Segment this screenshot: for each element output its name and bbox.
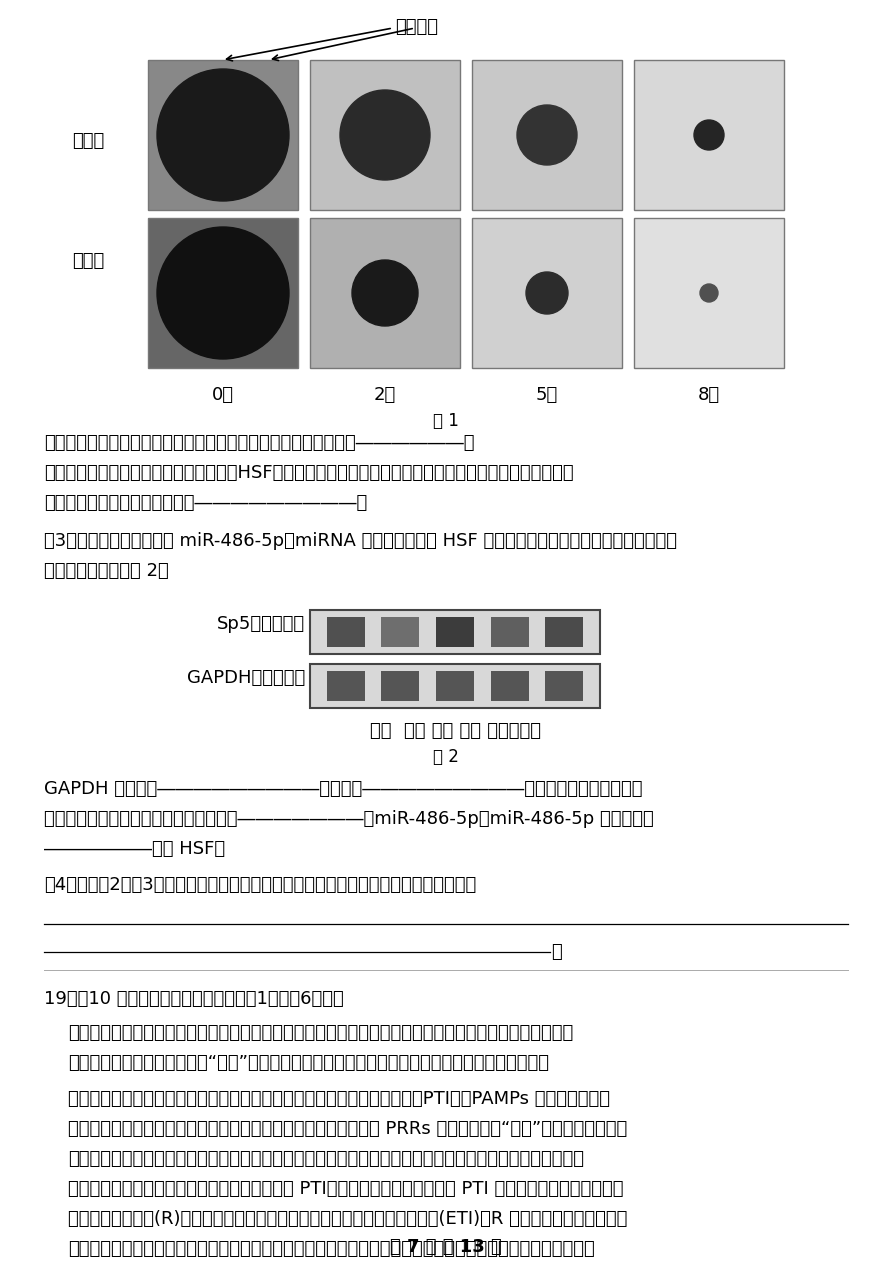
- Text: 皮肤创面: 皮肤创面: [395, 18, 438, 37]
- Bar: [148, 218, 298, 369]
- Bar: [310, 664, 600, 708]
- Ellipse shape: [157, 227, 289, 358]
- Text: 结果显示来源于脂肪干细胞的外泌体可促进皮肤创面愈合，依据是――――――。: 结果显示来源于脂肪干细胞的外泌体可促进皮肤创面愈合，依据是――――――。: [44, 434, 475, 452]
- Text: 下游防卫基因的表达，启动一系列的防卫反应，最终导致侵染位点宿主细胞的程序性死亡等，从而抑制病原体的: 下游防卫基因的表达，启动一系列的防卫反应，最终导致侵染位点宿主细胞的程序性死亡等…: [68, 1241, 595, 1258]
- Text: 必需的一些分子（进化上保守），植物通过细胞膜表面的识别受体 PRRs 将它们识别为“非我”成分，做出适当的: 必需的一些分子（进化上保守），植物通过细胞膜表面的识别受体 PRRs 将它们识别…: [68, 1119, 627, 1138]
- Ellipse shape: [352, 260, 418, 326]
- Bar: [436, 617, 474, 647]
- Text: 19．（10 分）阅读下面的材料，回答（1）～（6）题。: 19．（10 分）阅读下面的材料，回答（1）～（6）题。: [44, 989, 343, 1008]
- Text: 图 1: 图 1: [433, 411, 459, 430]
- Bar: [326, 671, 365, 700]
- Text: 植物病原体（细菌、病毒等）是引起植物病害的生物类因子统称。植物在与病原体长期共同进化过程中，逐: 植物病原体（细菌、病毒等）是引起植物病害的生物类因子统称。植物在与病原体长期共同…: [68, 1023, 574, 1042]
- Text: 8天: 8天: [698, 386, 720, 404]
- Bar: [491, 671, 529, 700]
- Text: 进行实验，结果如图 2。: 进行实验，结果如图 2。: [44, 562, 169, 581]
- Text: GAPDH蛋白表达量: GAPDH蛋白表达量: [186, 669, 305, 687]
- Text: 2天: 2天: [374, 386, 396, 404]
- Text: （3）研究证实外泌体内的 miR-486-5p（miRNA 的一种）会影响 HSF 的迁移增殖。为探究其作用机制，研究者: （3）研究证实外泌体内的 miR-486-5p（miRNA 的一种）会影响 HS…: [44, 533, 677, 550]
- Ellipse shape: [157, 69, 289, 201]
- Bar: [472, 61, 622, 209]
- Bar: [634, 61, 784, 209]
- Text: 外泌体促进皮肤创面愈合是因为―――――――――。: 外泌体促进皮肤创面愈合是因为―――――――――。: [44, 493, 368, 512]
- Bar: [148, 61, 298, 209]
- Bar: [545, 671, 583, 700]
- Bar: [491, 617, 529, 647]
- Ellipse shape: [340, 90, 430, 180]
- Text: 图 2: 图 2: [433, 748, 459, 766]
- Text: （4）综合（2）（3）实验结果，推测脂肪干细胞的外泌体可促进皮肤创面愈合的机理是: （4）综合（2）（3）实验结果，推测脂肪干细胞的外泌体可促进皮肤创面愈合的机理是: [44, 876, 476, 893]
- Bar: [310, 610, 600, 654]
- Text: GAPDH 蛋白作为―――――――――，可排除―――――――――等对实验结果的干扰。除: GAPDH 蛋白作为―――――――――，可排除―――――――――等对实验结果的干…: [44, 780, 642, 798]
- Ellipse shape: [700, 284, 718, 302]
- Bar: [382, 617, 419, 647]
- Text: 实验组: 实验组: [72, 252, 104, 270]
- Text: Sp5蛋白表达量: Sp5蛋白表达量: [217, 615, 305, 634]
- Text: 第 7 页 共 13 页: 第 7 页 共 13 页: [390, 1238, 502, 1256]
- Bar: [472, 218, 622, 369]
- Text: ――――――处理 HSF。: ――――――处理 HSF。: [44, 840, 225, 858]
- Ellipse shape: [517, 105, 577, 165]
- Text: 已设置空白对照组外，甲组至丁组分别用―――――――，miR-486-5p、miR-486-5p 的抑制剂、: 已设置空白对照组外，甲组至丁组分别用―――――――，miR-486-5p、miR…: [44, 810, 654, 828]
- Text: 疫。但少数病原体利用进化出的效应子抑制植物 PTI，为了应对病原体效应子对 PTI 的抑制，植物进化出识别病: 疫。但少数病原体利用进化出的效应子抑制植物 PTI，为了应对病原体效应子对 PT…: [68, 1180, 624, 1198]
- Bar: [634, 218, 784, 369]
- Text: 渐形成了先天免疫系统，识别“非我”成分，调控相应基因的表达，启动防卫反应来抵抗外来入侵者。: 渐形成了先天免疫系统，识别“非我”成分，调控相应基因的表达，启动防卫反应来抵抗外…: [68, 1054, 549, 1071]
- Bar: [310, 218, 460, 369]
- Text: 甲组  乙组 丙组 丁组 空白对照组: 甲组 乙组 丙组 丁组 空白对照组: [369, 722, 541, 740]
- Bar: [326, 617, 365, 647]
- Text: 免疫应答，如气孔关闭、胼胝质沉积等，抑制病原体生长，从而实现植物对病原体的广谱抗性，为基础防御免: 免疫应答，如气孔关闭、胼胝质沉积等，抑制病原体生长，从而实现植物对病原体的广谱抗…: [68, 1150, 584, 1169]
- Text: 。: 。: [551, 943, 562, 960]
- Text: 5天: 5天: [536, 386, 558, 404]
- Text: 已知皮肤创面愈合与人皮肤成纤维细胞（HSF）的迁移增殖有关。结合实验结果可以推测来源于脂肪干细胞的: 已知皮肤创面愈合与人皮肤成纤维细胞（HSF）的迁移增殖有关。结合实验结果可以推测…: [44, 464, 574, 482]
- Bar: [436, 671, 474, 700]
- Ellipse shape: [526, 273, 568, 314]
- Text: 0天: 0天: [212, 386, 234, 404]
- Text: 植物的先天免疫系统有两个层面，第一个层面为分子模式触发的免疫反应（PTI），PAMPs 是病原体生存所: 植物的先天免疫系统有两个层面，第一个层面为分子模式触发的免疫反应（PTI），PA…: [68, 1090, 610, 1108]
- Ellipse shape: [694, 120, 724, 150]
- Text: 对照组: 对照组: [72, 133, 104, 150]
- Bar: [382, 671, 419, 700]
- Text: 原体效应子的抗病(R)蛋白，启动第二个层面的免疫即效应子触发的免疫反应(ETI)。R 蛋白识别效应子，并激活: 原体效应子的抗病(R)蛋白，启动第二个层面的免疫即效应子触发的免疫反应(ETI)…: [68, 1210, 627, 1228]
- Bar: [545, 617, 583, 647]
- Bar: [310, 61, 460, 209]
